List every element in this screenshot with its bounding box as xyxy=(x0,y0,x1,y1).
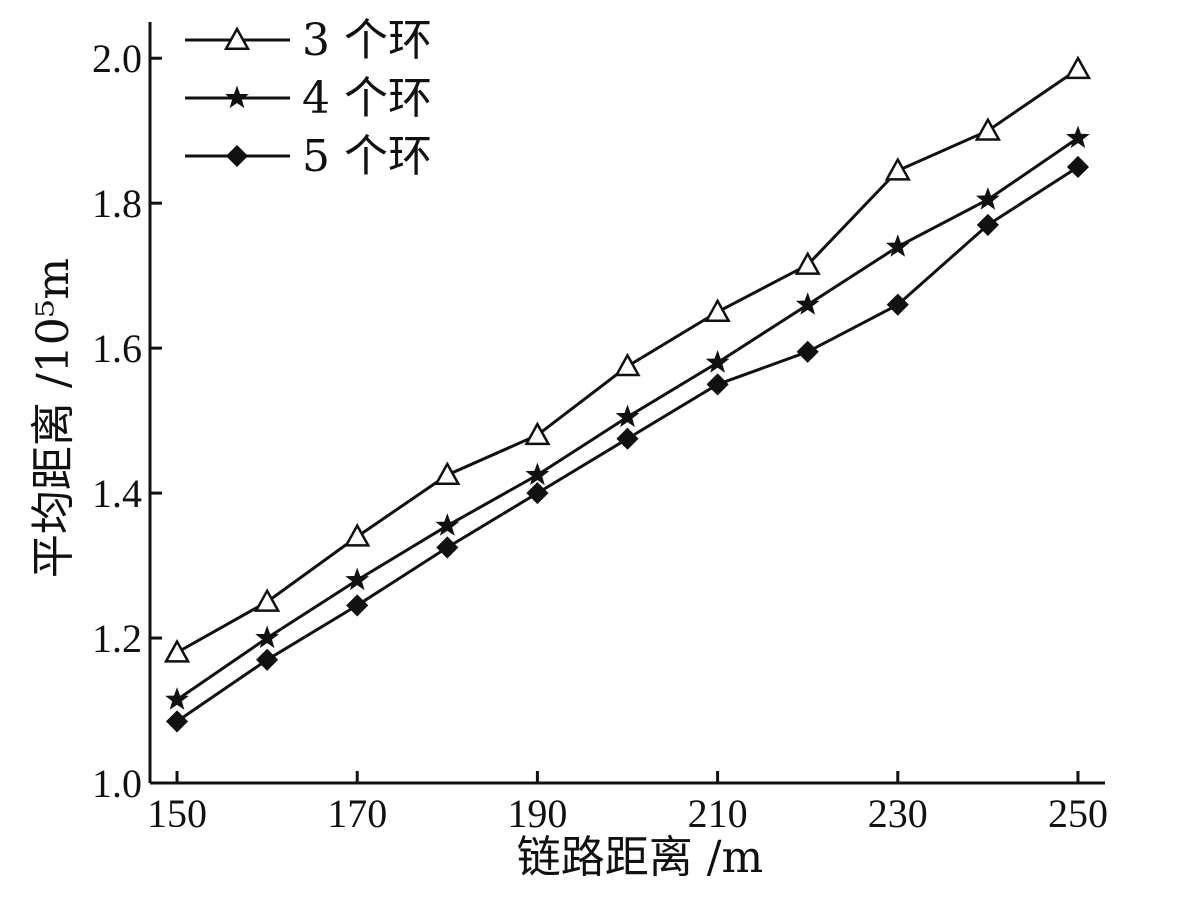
series-1-point xyxy=(704,298,731,322)
series-3 xyxy=(165,155,1090,733)
axes xyxy=(148,22,1105,785)
series-1-point xyxy=(524,421,551,446)
x-tick-label: 190 xyxy=(507,791,567,836)
y-tick-label: 1.8 xyxy=(92,181,142,226)
series-3-point xyxy=(256,648,279,671)
series-1-point xyxy=(974,117,1002,141)
series-2 xyxy=(165,125,1090,710)
series-3-point xyxy=(436,536,459,559)
legend-label: 3 个环 xyxy=(302,15,432,66)
legend-marker xyxy=(225,144,249,168)
y-tick-label: 1.6 xyxy=(92,326,142,371)
series-3-point xyxy=(346,594,369,617)
series-1-point xyxy=(344,523,371,547)
series-3-point xyxy=(1066,155,1090,179)
series-2-point xyxy=(525,462,550,486)
x-tick-label: 210 xyxy=(688,791,748,836)
series-1-point xyxy=(163,638,191,663)
y-tick-label: 2.0 xyxy=(92,36,142,81)
series-1-point xyxy=(614,352,641,377)
series-1-point xyxy=(884,157,911,181)
series-layer xyxy=(163,55,1092,733)
x-tick-label: 150 xyxy=(147,791,207,836)
series-3-point xyxy=(976,213,999,236)
x-tick-label: 170 xyxy=(327,791,387,836)
series-3-point xyxy=(796,340,819,363)
series-1-point xyxy=(253,588,281,612)
series-1 xyxy=(163,55,1092,663)
series-2-point xyxy=(885,234,910,257)
series-3-point xyxy=(886,293,909,316)
series-2-point xyxy=(1066,125,1090,149)
series-3-point xyxy=(165,710,189,733)
series-1-point xyxy=(1064,55,1092,80)
y-axis-label: 平均距离 /10⁵m xyxy=(28,258,79,578)
x-axis-ticks: 150 170 190 210 230 250 xyxy=(147,771,1108,836)
y-tick-label: 1.0 xyxy=(92,761,142,806)
series-3-point xyxy=(526,482,549,505)
x-axis-label: 链路距离 /m xyxy=(517,832,764,883)
x-tick-label: 230 xyxy=(868,791,928,836)
legend-marker xyxy=(223,26,251,51)
y-axis-ticks: 1.0 1.2 1.4 1.6 1.8 2.0 xyxy=(92,36,162,806)
legend-label: 5 个环 xyxy=(302,131,432,182)
series-1-point xyxy=(434,461,461,486)
series-2-point xyxy=(615,404,640,428)
legend-marker xyxy=(225,85,249,109)
x-tick-label: 250 xyxy=(1048,791,1108,836)
legend-entry-3: 5 个环 xyxy=(185,131,432,182)
series-2-point xyxy=(705,350,730,373)
y-tick-label: 1.4 xyxy=(92,471,142,516)
series-2-point xyxy=(255,625,280,649)
series-1-point xyxy=(794,251,821,275)
legend: 3 个环 4 个环 5 个环 xyxy=(185,15,432,182)
series-2-point xyxy=(976,187,1000,210)
series-2-point xyxy=(795,292,820,315)
y-tick-label: 1.2 xyxy=(92,616,142,661)
legend-label: 4 个环 xyxy=(302,73,432,124)
series-3-point xyxy=(616,427,639,450)
legend-entry-2: 4 个环 xyxy=(185,73,432,124)
series-3-point xyxy=(706,373,729,396)
series-2-point xyxy=(165,687,189,710)
series-2-point xyxy=(345,567,370,591)
series-2-point xyxy=(435,513,460,536)
legend-entry-1: 3 个环 xyxy=(185,15,432,66)
